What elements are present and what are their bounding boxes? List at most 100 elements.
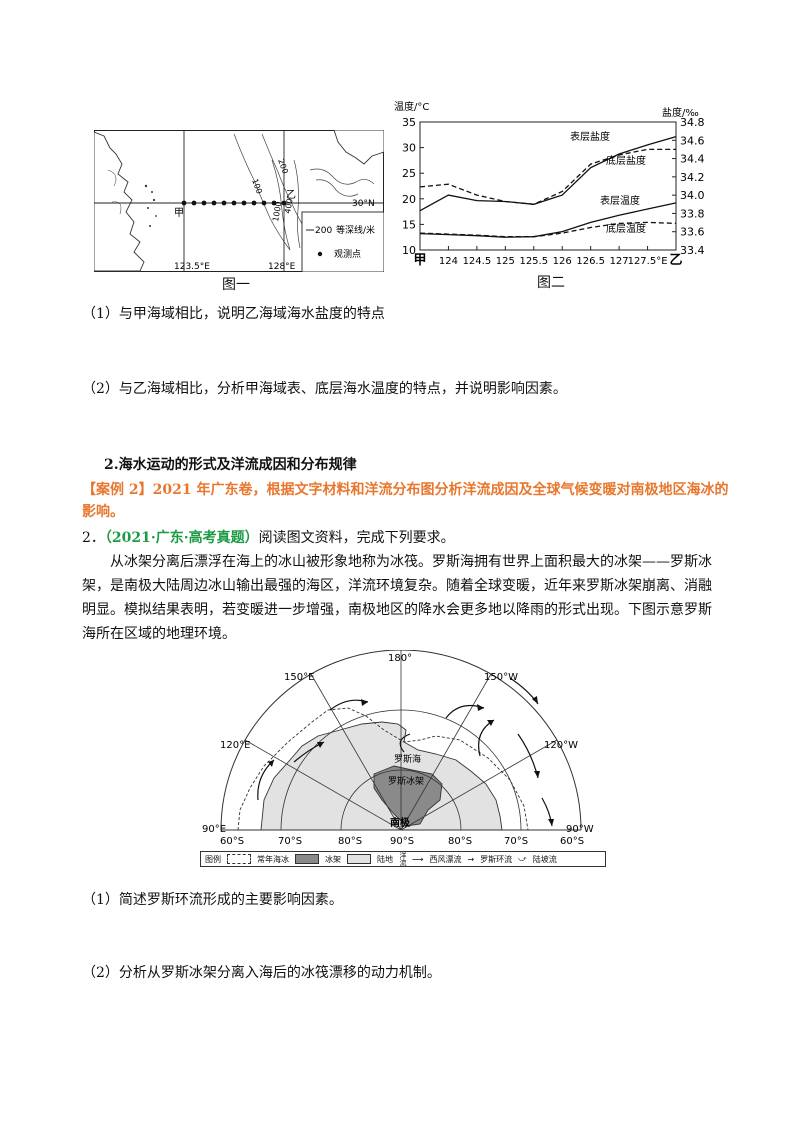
series-label-3: 表层温度: [600, 194, 640, 207]
problem-paragraph: 从冰架分离后漂浮在海上的冰山被形象地称为冰筏。罗斯海拥有世界上面积最大的冰架——…: [82, 554, 712, 642]
contour-label-1000: 1000: [271, 201, 283, 223]
map-150w: 150°W: [484, 672, 518, 683]
section-title: 2.海水运动的形式及洋流成因和分布规律: [104, 457, 357, 473]
question-2-1: （1）简述罗斯环流形成的主要影响因素。: [82, 892, 343, 908]
ross-sea-map: 180° 150°E 150°W 120°E 120°W 90°E 90°W 6…: [202, 650, 594, 847]
isobath-100: [233, 133, 291, 251]
plot-frame: [419, 121, 677, 251]
isobath-1000: [271, 159, 291, 251]
figure2-chart: 温度/°C 盐度/‰ 10 15 20 25 30 35 33.4 33.6 33.8 34.0 34.…: [394, 100, 705, 268]
series-label-2: 底层盐度: [606, 154, 646, 167]
series-label-4: 底层温度: [606, 222, 646, 235]
legend-isobath-text: 等深线/米: [336, 224, 375, 236]
right-tick-label: 34.2: [680, 171, 705, 184]
right-tick-label: 34.4: [680, 153, 705, 166]
left-tick-label: 25: [402, 167, 416, 180]
map-lat-80-left: 80°S: [338, 836, 362, 847]
x-tick-label: 127.5°E: [628, 256, 668, 267]
problem-instruction: 阅读图文资料，完成下列要求。: [258, 530, 455, 546]
map-lat-80-right: 80°S: [448, 836, 472, 847]
figure1-map: 甲 乙 30°N 100 200 1000 400 123.5°E 128°E …: [94, 130, 384, 272]
china-coast: [94, 131, 145, 272]
map-180: 180°: [388, 653, 412, 664]
point-jia: 甲: [174, 208, 184, 219]
sea-ice-boundary: [237, 707, 529, 831]
right-tick-label: 34.8: [680, 116, 705, 129]
left-tick-label: 20: [402, 193, 416, 206]
lon-left: 123.5°E: [174, 262, 210, 272]
map-legend: 图例 常年海冰 冰架 陆地 洋流 ⟶ 西风漂流 → 罗斯环流 ⤻ 陆坡流: [200, 851, 606, 867]
legend-west-wind: 西风漂流: [429, 854, 462, 864]
case-text: 【案例 2】2021 年广东卷，根据文字材料和洋流分布图分析洋流成因及全球气候变…: [82, 482, 729, 520]
legend-title: 图例: [205, 854, 221, 864]
right-tick-label: 34.6: [680, 134, 705, 147]
figure2-caption: 图二: [537, 275, 565, 291]
question-2-2: （2）分析从罗斯冰架分离入海后的冰筏漂移的动力机制。: [82, 965, 441, 981]
legend-land: 陆地: [377, 854, 393, 864]
series-line-4: [419, 221, 677, 238]
x-tick-label: 124.5: [463, 256, 492, 267]
series-line-1: [419, 135, 677, 212]
legend-swatch-land: [347, 854, 371, 864]
map-90e: 90°E: [202, 824, 226, 835]
contour-label-400: 400: [283, 198, 295, 215]
lon-right: 128°E: [268, 262, 296, 272]
map-120e: 120°E: [220, 740, 250, 751]
x-tick-label: 甲: [413, 253, 426, 268]
map-lat-70-right: 70°S: [504, 836, 528, 847]
point-yi: 乙: [286, 189, 296, 201]
right-tick-label: 33.4: [680, 244, 705, 257]
legend-ross-gyre: 罗斯环流: [480, 854, 513, 864]
east-coast: [333, 130, 384, 165]
legend-seaice: 常年海冰: [257, 854, 289, 864]
map-lat-60-right: 60°S: [560, 836, 584, 847]
left-tick-label: 15: [402, 218, 416, 231]
map-ross-shelf: 罗斯冰架: [388, 775, 424, 787]
lat-label: 30°N: [352, 199, 375, 209]
left-tick-label: 10: [402, 244, 416, 257]
x-tick-label: 126: [553, 256, 572, 267]
right-axis-title: 盐度/‰: [662, 106, 699, 119]
map-90w: 90°W: [566, 824, 594, 835]
left-tick-label: 35: [402, 116, 416, 129]
legend-current-label: 洋流: [399, 852, 407, 866]
legend-slope-icon: ⤻: [518, 854, 527, 863]
figure1-caption: 图一: [222, 277, 250, 293]
left-tick-label: 30: [402, 142, 416, 155]
series-label-1: 表层盐度: [570, 130, 610, 143]
legend-point-text: 观测点: [334, 249, 361, 260]
problem-2-header: 2．（2021·广东·高考真题）阅读图文资料，完成下列要求。: [82, 527, 455, 547]
right-tick-label: 34.0: [680, 189, 705, 202]
legend-shelf: 冰架: [325, 854, 341, 864]
right-tick-label: 33.8: [680, 207, 705, 220]
question-1-1: （1）与甲海域相比，说明乙海域海水盐度的特点: [82, 306, 385, 322]
x-tick-label: 127: [610, 256, 629, 267]
x-tick-label: 126.5: [576, 256, 605, 267]
right-tick-label: 33.6: [680, 226, 705, 239]
map-lat-90: 90°S: [390, 836, 414, 847]
legend-ross-gyre-icon: →: [467, 854, 475, 864]
ross-ice-shelf: [373, 765, 443, 827]
legend-swatch-shelf: [295, 854, 319, 864]
isobath-400: [293, 159, 301, 249]
x-tick-label: 125: [496, 256, 515, 267]
legend-isobath-value: 200: [315, 226, 332, 236]
x-tick-label: 124: [439, 256, 458, 267]
problem-number: 2．: [82, 530, 105, 546]
map-lat-60-left: 60°S: [220, 836, 244, 847]
map-lat-70-left: 70°S: [278, 836, 302, 847]
legend-slope: 陆坡流: [532, 854, 557, 864]
question-1-2: （2）与乙海域相比，分析甲海域表、底层海水温度的特点，并说明影响因素。: [82, 381, 567, 397]
map-120w: 120°W: [544, 740, 578, 751]
observation-points: [181, 200, 287, 206]
series-line-2: [419, 148, 676, 205]
map-pole: 南极: [390, 816, 411, 829]
legend-swatch-seaice: [227, 854, 251, 864]
left-axis-title: 温度/°C: [394, 100, 429, 113]
map-ross-sea: 罗斯海: [394, 753, 421, 765]
x-tick-label: 125.5: [519, 256, 548, 267]
problem-source: （2021·广东·高考真题）: [104, 530, 259, 546]
x-tick-label: 乙: [669, 253, 682, 268]
map-150e: 150°E: [284, 672, 314, 683]
isobath-200: [261, 133, 309, 235]
